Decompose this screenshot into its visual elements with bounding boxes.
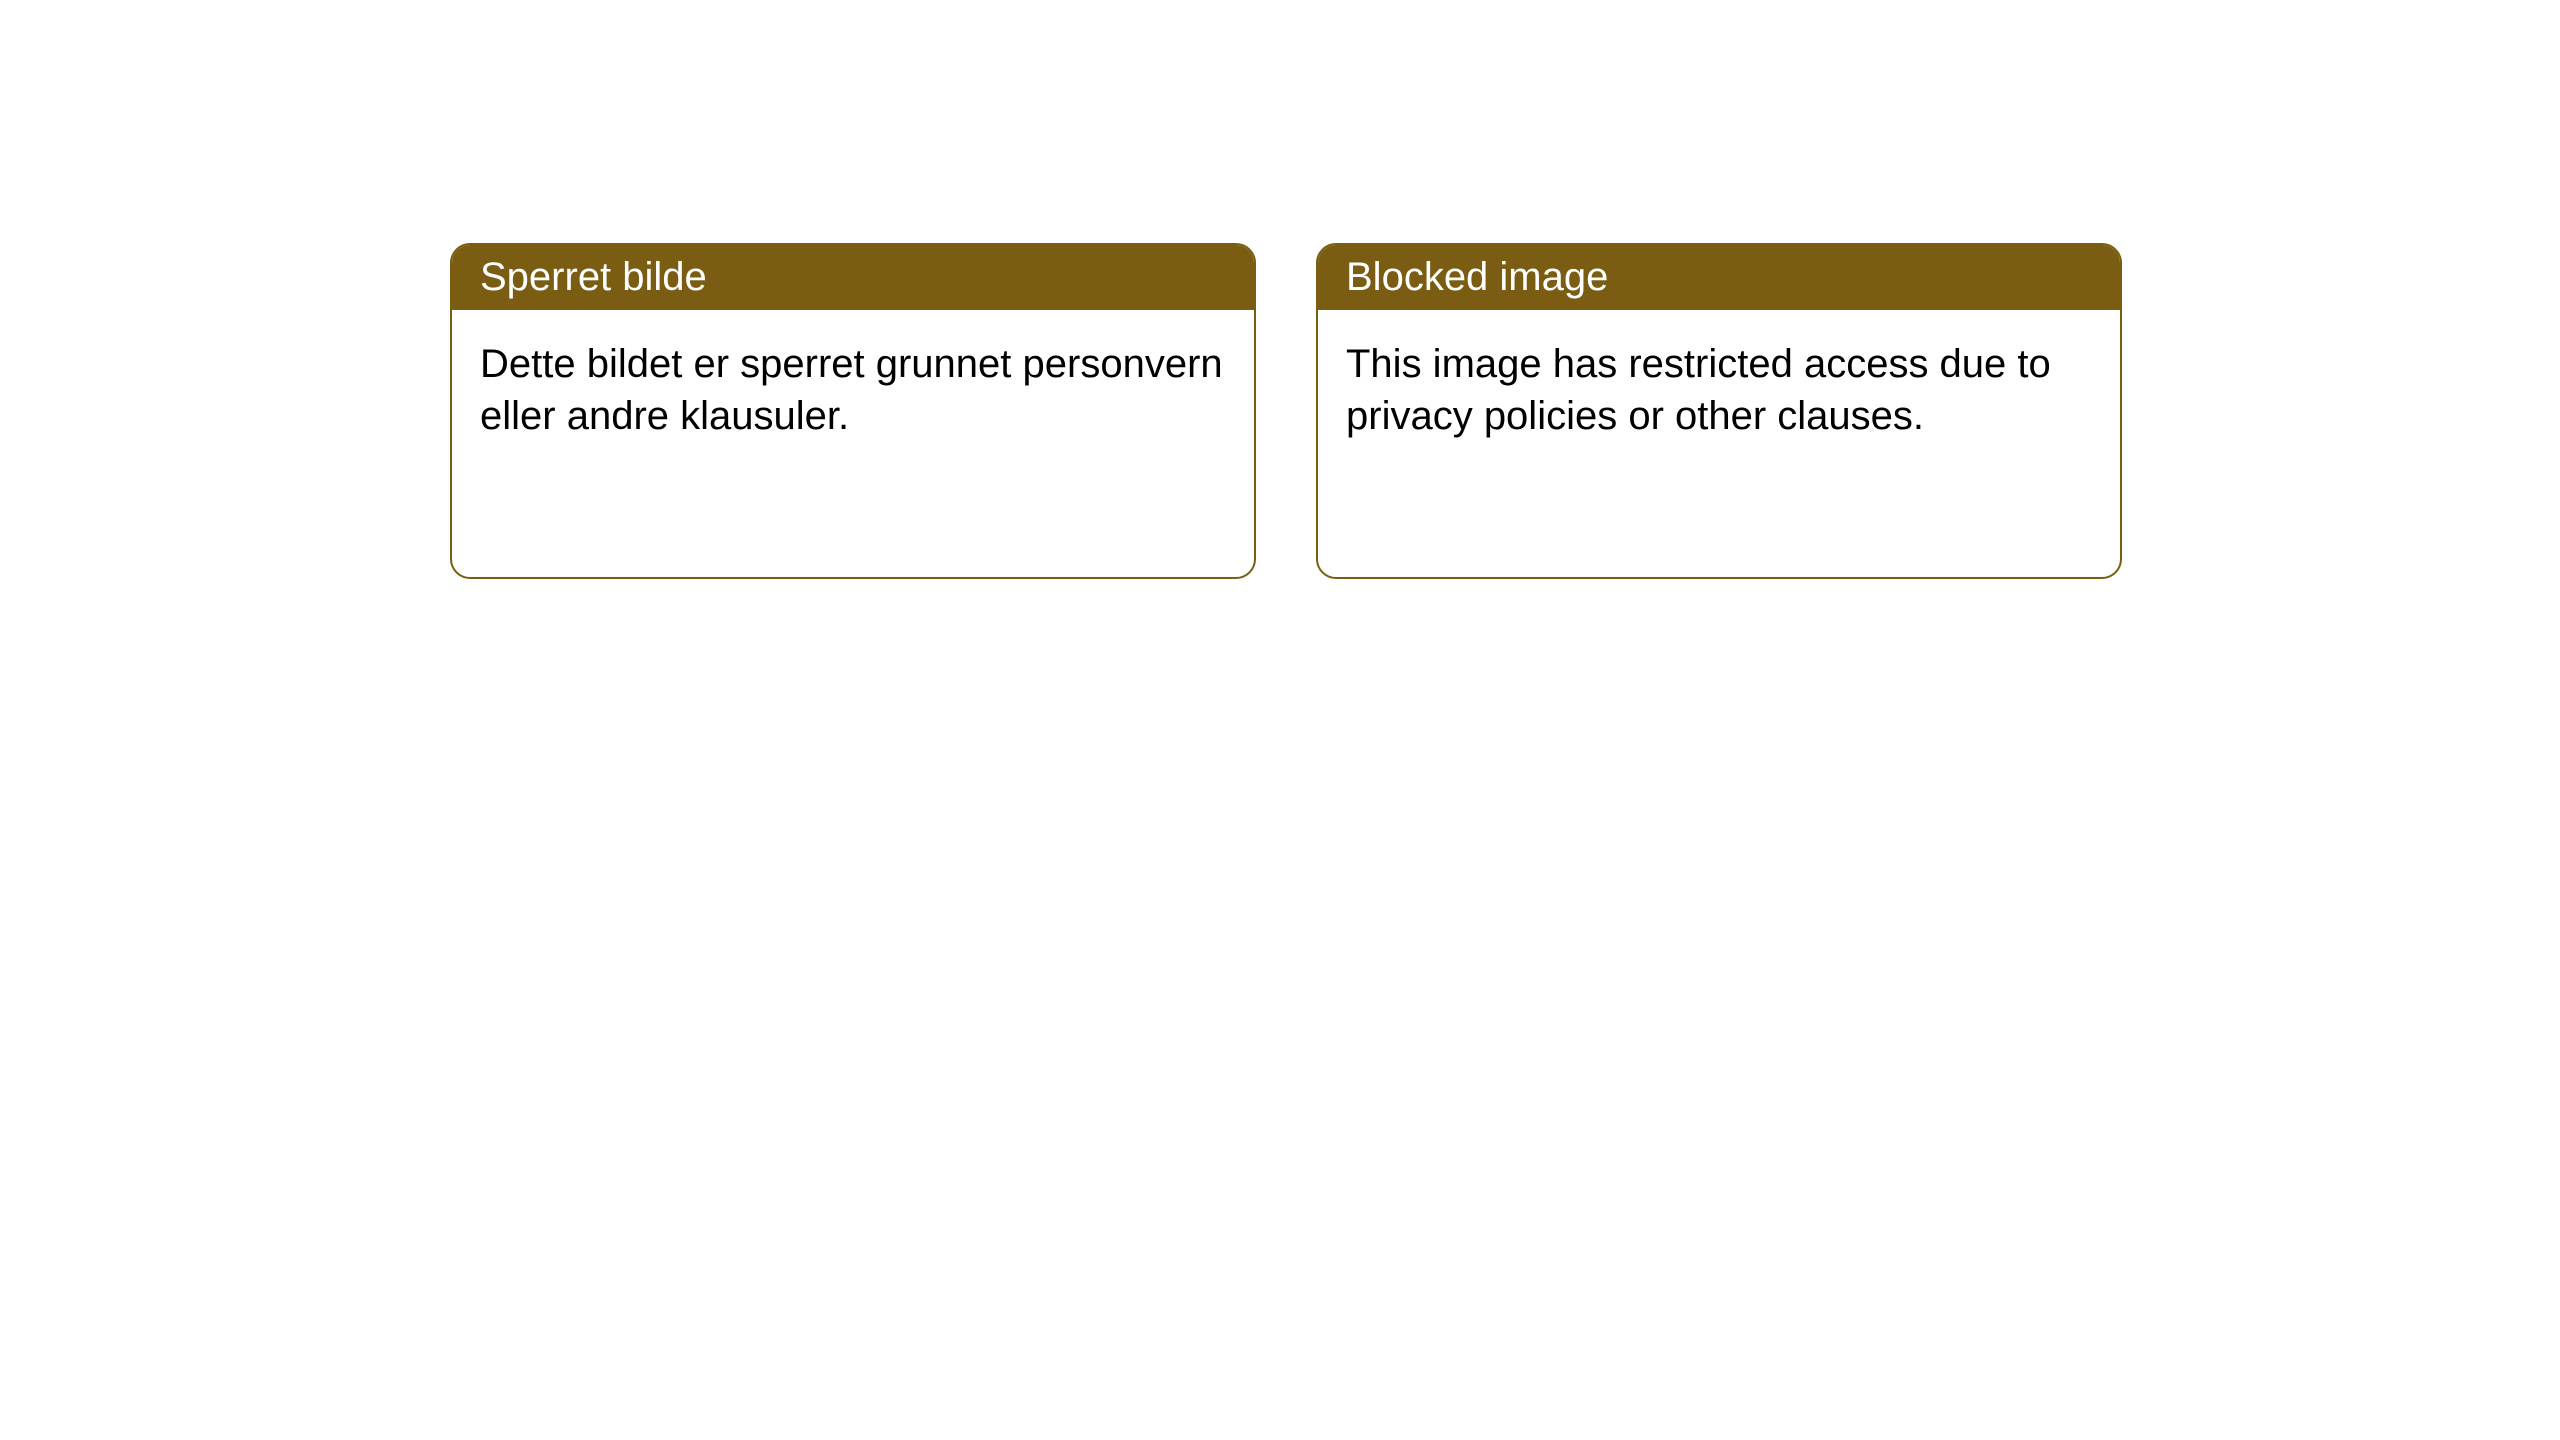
notice-title-norwegian: Sperret bilde — [480, 255, 707, 299]
notice-card-english: Blocked image This image has restricted … — [1316, 243, 2122, 579]
notice-body-norwegian: Dette bildet er sperret grunnet personve… — [452, 310, 1254, 470]
notice-text-english: This image has restricted access due to … — [1346, 342, 2051, 438]
notice-text-norwegian: Dette bildet er sperret grunnet personve… — [480, 342, 1223, 438]
notice-title-english: Blocked image — [1346, 255, 1608, 299]
notice-body-english: This image has restricted access due to … — [1318, 310, 2120, 470]
notice-header-norwegian: Sperret bilde — [452, 245, 1254, 310]
notice-container: Sperret bilde Dette bildet er sperret gr… — [450, 243, 2122, 579]
notice-card-norwegian: Sperret bilde Dette bildet er sperret gr… — [450, 243, 1256, 579]
notice-header-english: Blocked image — [1318, 245, 2120, 310]
